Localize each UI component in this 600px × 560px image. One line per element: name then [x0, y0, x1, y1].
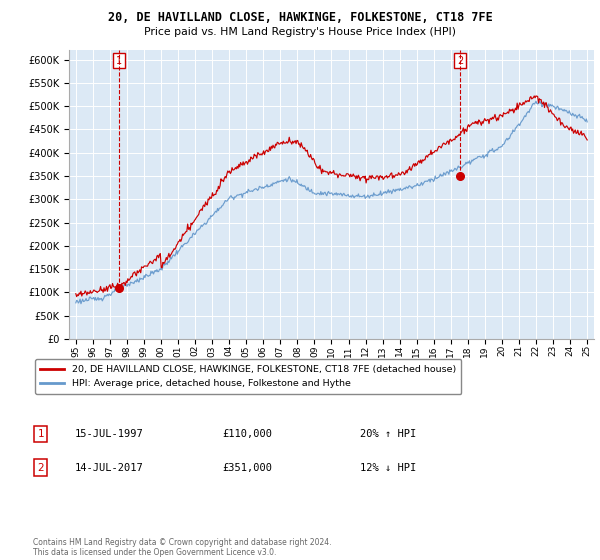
- Text: £110,000: £110,000: [222, 429, 272, 439]
- Text: Contains HM Land Registry data © Crown copyright and database right 2024.
This d: Contains HM Land Registry data © Crown c…: [33, 538, 331, 557]
- Text: 20, DE HAVILLAND CLOSE, HAWKINGE, FOLKESTONE, CT18 7FE: 20, DE HAVILLAND CLOSE, HAWKINGE, FOLKES…: [107, 11, 493, 24]
- Text: 12% ↓ HPI: 12% ↓ HPI: [360, 463, 416, 473]
- Text: £351,000: £351,000: [222, 463, 272, 473]
- Text: 14-JUL-2017: 14-JUL-2017: [75, 463, 144, 473]
- Text: 1: 1: [116, 55, 122, 66]
- Text: Price paid vs. HM Land Registry's House Price Index (HPI): Price paid vs. HM Land Registry's House …: [144, 27, 456, 37]
- Text: 2: 2: [457, 55, 463, 66]
- Text: 15-JUL-1997: 15-JUL-1997: [75, 429, 144, 439]
- Text: 2: 2: [37, 463, 44, 473]
- Text: 20% ↑ HPI: 20% ↑ HPI: [360, 429, 416, 439]
- Text: 1: 1: [37, 429, 44, 439]
- Legend: 20, DE HAVILLAND CLOSE, HAWKINGE, FOLKESTONE, CT18 7FE (detached house), HPI: Av: 20, DE HAVILLAND CLOSE, HAWKINGE, FOLKES…: [35, 359, 461, 394]
